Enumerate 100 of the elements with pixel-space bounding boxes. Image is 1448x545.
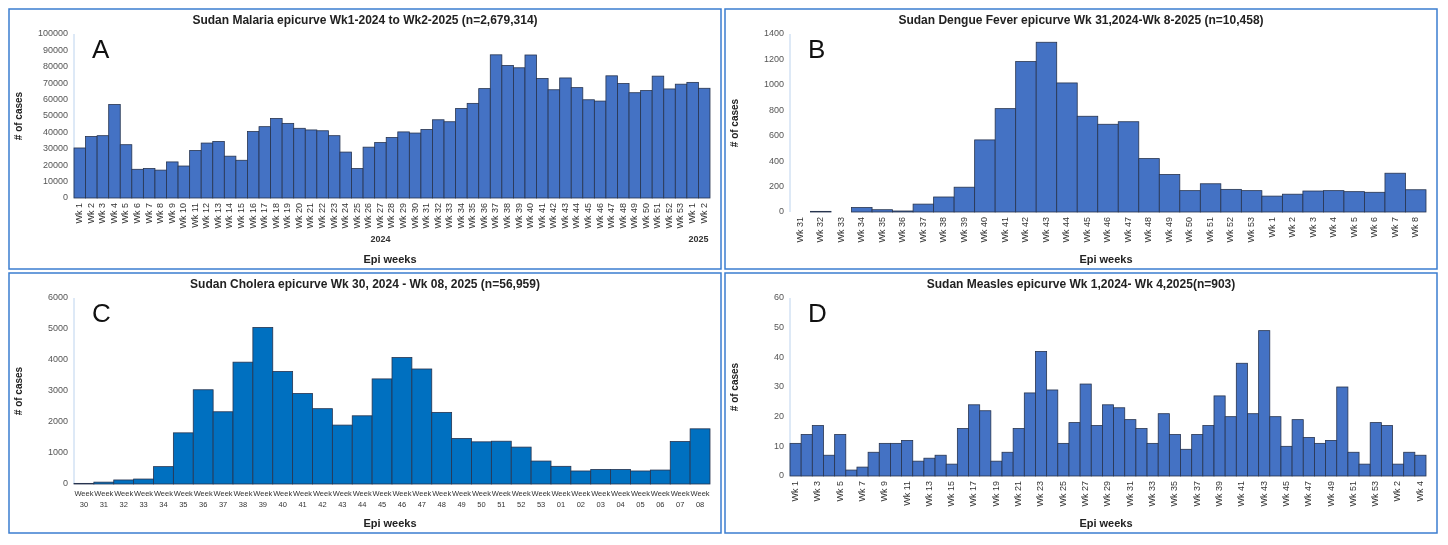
x-tick-label: Wk 5 xyxy=(120,203,131,224)
x-tick-label: Wk 19 xyxy=(990,481,1001,507)
x-tick-label: Wk 27 xyxy=(374,203,385,229)
x-tick-label: Wk 3 xyxy=(812,481,823,502)
x-tick-label: Wk 47 xyxy=(1303,481,1314,507)
x-tick-label: Wk 1 xyxy=(789,481,800,502)
x-tick-label: Wk 26 xyxy=(363,203,374,229)
x-tick-label: Wk 48 xyxy=(1143,217,1154,243)
x-tick-label: Wk 7 xyxy=(143,203,154,224)
x-tick-label: Wk 37 xyxy=(1191,481,1202,507)
x-tick-label: Wk 52 xyxy=(1225,217,1236,243)
x-tick-label: Wk 36 xyxy=(478,203,489,229)
x-tick-label: Wk 39 xyxy=(513,203,524,229)
x-tick-label: Wk 12 xyxy=(201,203,212,229)
x-tick-label: Wk 1 xyxy=(74,203,85,224)
x-tick-label: Wk 51 xyxy=(652,203,663,229)
x-tick-label: Wk 1 xyxy=(1266,217,1277,238)
x-tick-label: Wk 29 xyxy=(397,203,408,229)
x-tick-label: Wk 33 xyxy=(835,217,846,243)
y-tick-label: 10 xyxy=(773,440,784,451)
x-axis-title: Epi weeks xyxy=(363,517,417,529)
x-tick-label: Wk 41 xyxy=(1236,481,1247,507)
y-tick-label: 400 xyxy=(768,155,784,166)
x-tick-label: Wk 17 xyxy=(259,203,270,229)
x-tick-label: Wk 31 xyxy=(794,217,805,243)
x-tick-label: Wk 15 xyxy=(946,481,957,507)
x-tick-label: Wk 2 xyxy=(698,203,709,224)
x-tick-label: Wk 37 xyxy=(917,217,928,243)
x-tick-label: Wk 22 xyxy=(316,203,327,229)
x-tick-label: Wk 53 xyxy=(1245,217,1256,243)
chart-title: Sudan Cholera epicurve Wk 30, 2024 - Wk 08, 2025 (n=56,959) xyxy=(190,277,540,291)
x-axis-title: Epi weeks xyxy=(1079,517,1133,529)
x-tick-label: Wk 51 xyxy=(1204,217,1215,243)
x-tick-label: Wk 30 xyxy=(409,203,420,229)
x-tick-label: Wk 47 xyxy=(606,203,617,229)
x-tick-label: Wk 5 xyxy=(1348,217,1359,238)
x-tick-label: Wk 40 xyxy=(979,217,990,243)
x-tick-label: Wk 45 xyxy=(1280,481,1291,507)
x-tick-label: Wk 27 xyxy=(1080,481,1091,507)
y-tick-label: 0 xyxy=(62,192,68,203)
chart-title: Sudan Malaria epicurve Wk1-2024 to Wk2-2025 (n=2,679,314) xyxy=(192,13,538,27)
x-tick-label: Wk 49 xyxy=(629,203,640,229)
y-tick-label: 60 xyxy=(773,292,784,303)
y-tick-label: 0 xyxy=(778,470,784,481)
y-axis-title: # of cases xyxy=(13,366,24,416)
x-tick-label: Wk 13 xyxy=(923,481,934,507)
x-tick-label: Wk 31 xyxy=(1124,481,1135,507)
x-tick-label: Wk 47 xyxy=(1122,217,1133,243)
x-tick-label: Wk 16 xyxy=(247,203,258,229)
annotation: B xyxy=(808,34,826,64)
chart-title: Sudan Measles epicurve Wk 1,2024- Wk 4,2025(n=903) xyxy=(926,277,1236,291)
y-tick-label: 3000 xyxy=(47,385,68,396)
annotation: A xyxy=(92,34,110,64)
x-tick-label: Wk 17 xyxy=(968,481,979,507)
x-tick-label: Wk 37 xyxy=(490,203,501,229)
x-tick-label: Wk 8 xyxy=(155,203,166,224)
y-tick-label: 10000 xyxy=(42,175,68,186)
x-tick-label: Wk 35 xyxy=(1169,481,1180,507)
x-tick-label: Wk 3 xyxy=(97,203,108,224)
y-tick-label: 50000 xyxy=(42,110,68,121)
x-tick-label: Wk 49 xyxy=(1163,217,1174,243)
y-tick-label: 1400 xyxy=(763,28,784,39)
x-tick-label: Wk 5 xyxy=(834,481,845,502)
x-tick-label: Wk 38 xyxy=(938,217,949,243)
x-tick-label: Wk 11 xyxy=(901,481,912,506)
x-tick-label: Wk 42 xyxy=(1020,217,1031,243)
y-tick-label: 40 xyxy=(773,351,784,362)
y-tick-label: 50 xyxy=(773,322,784,333)
x-tick-label: Wk 1 xyxy=(687,203,698,224)
y-tick-label: 30000 xyxy=(42,143,68,154)
x-tick-label: Wk 2 xyxy=(1392,481,1403,502)
y-tick-label: 1000 xyxy=(47,447,68,458)
x-tick-label: Wk 2 xyxy=(1287,217,1298,238)
x-tick-label: Wk 24 xyxy=(340,203,351,229)
y-tick-label: 5000 xyxy=(47,323,68,334)
y-tick-label: 0 xyxy=(62,478,68,489)
x-tick-label: Wk 19 xyxy=(282,203,293,229)
x-tick-label: Wk 34 xyxy=(455,203,466,229)
y-tick-label: 800 xyxy=(768,104,784,115)
x-tick-label: Wk 51 xyxy=(1347,481,1358,507)
x-tick-label: Wk 28 xyxy=(386,203,397,229)
x-tick-label: Wk 23 xyxy=(1035,481,1046,507)
y-tick-label: 40000 xyxy=(42,126,68,137)
x-tick-label: Wk 13 xyxy=(212,203,223,229)
x-tick-label: Wk 7 xyxy=(856,481,867,502)
y-tick-label: 6000 xyxy=(47,292,68,303)
x-tick-label: Wk 14 xyxy=(224,203,235,229)
x-tick-label: Wk 43 xyxy=(1258,481,1269,507)
y-tick-label: 1200 xyxy=(763,53,784,64)
y-tick-label: 90000 xyxy=(42,44,68,55)
x-tick-label: Wk 52 xyxy=(663,203,674,229)
x-tick-label: Wk 40 xyxy=(525,203,536,229)
x-tick-label: Wk 42 xyxy=(548,203,559,229)
x-tick-label: Wk 39 xyxy=(1213,481,1224,507)
y-tick-label: 60000 xyxy=(42,93,68,104)
annotation: C xyxy=(92,298,111,328)
x-tick-label: Wk 21 xyxy=(1013,481,1024,507)
x-tick-label: Wk 32 xyxy=(815,217,826,243)
y-axis-title: # of cases xyxy=(729,98,740,148)
y-tick-label: 30 xyxy=(773,381,784,392)
